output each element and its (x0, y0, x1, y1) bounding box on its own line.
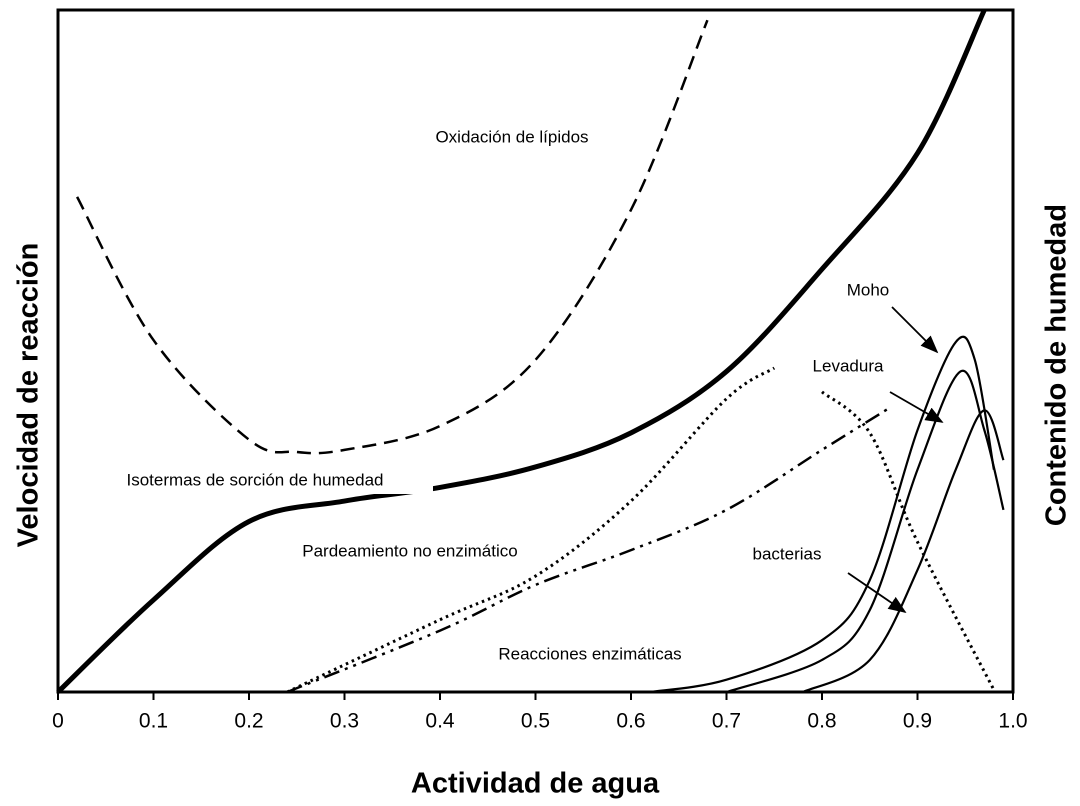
x-tick-label: 1.0 (998, 710, 1027, 733)
x-tick-label: 0.7 (712, 710, 741, 733)
annotation: Levadura (813, 356, 884, 375)
annotation: bacterias (753, 544, 822, 563)
annotation-arrow (891, 306, 939, 354)
data-line (286, 407, 890, 694)
data-line (649, 335, 995, 694)
label-background (78, 468, 433, 494)
x-tick-label: 0.8 (807, 710, 836, 733)
data-line (75, 19, 709, 455)
annotation: Moho (847, 280, 890, 299)
y-axis-label: Velocidad de reacción (13, 243, 45, 548)
annotation: Reacciones enzimáticas (498, 644, 681, 663)
x-tick-label: 0.3 (330, 710, 359, 733)
annotation: Pardeamiento no enzimático (302, 541, 517, 560)
data-line (802, 409, 1005, 694)
x-tick-label: 0.4 (425, 710, 455, 733)
data-line (286, 366, 996, 694)
x-tick-label: 0 (52, 710, 64, 733)
x-tick-label: 0.1 (139, 710, 168, 733)
annotation: Oxidación de lípidos (435, 127, 588, 146)
x-tick-label: 0.5 (521, 710, 550, 733)
y2-axis-label: Contenido de humedad (1041, 204, 1073, 526)
data-line (726, 369, 1005, 694)
annotation-arrow (889, 391, 944, 423)
data-line (56, 8, 987, 694)
x-axis-label: Actividad de agua (411, 768, 660, 800)
x-tick-label: 0.9 (903, 710, 932, 733)
annotation: Isotermas de sorción de humedad (126, 470, 383, 489)
annotation-arrow (847, 572, 907, 614)
plot-frame (56, 8, 1015, 694)
x-tick-label: 0.6 (616, 710, 645, 733)
x-tick-label: 0.2 (234, 710, 263, 733)
